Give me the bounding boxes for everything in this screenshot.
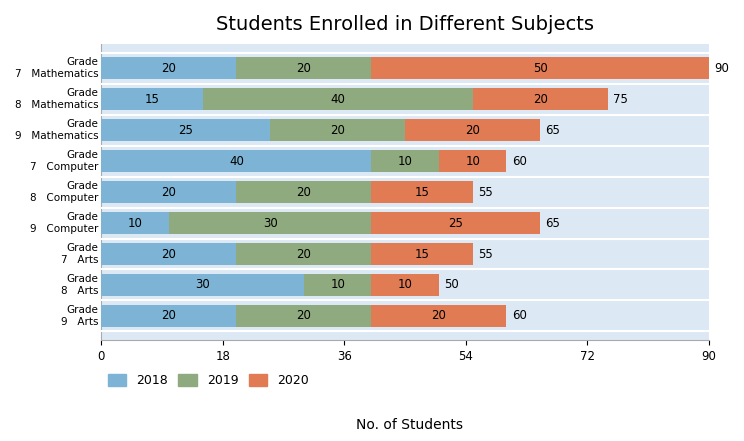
Text: 50: 50 [533, 62, 548, 75]
Text: No. of Students: No. of Students [356, 418, 463, 432]
Text: 65: 65 [545, 217, 560, 230]
Bar [101, 305, 237, 327]
Bar [371, 212, 540, 234]
Bar [304, 274, 371, 296]
Text: 75: 75 [613, 93, 628, 106]
Text: 20: 20 [297, 310, 312, 322]
Bar [371, 181, 472, 203]
Text: 10: 10 [128, 217, 143, 230]
Text: 15: 15 [414, 186, 429, 198]
Text: 50: 50 [444, 278, 459, 292]
Bar [101, 57, 237, 79]
Bar [101, 88, 202, 110]
Text: 65: 65 [545, 123, 560, 137]
Text: 20: 20 [465, 123, 480, 137]
Bar [237, 243, 371, 265]
Text: 20: 20 [297, 186, 312, 198]
Text: 15: 15 [144, 93, 159, 106]
Text: 30: 30 [195, 278, 210, 292]
Text: 20: 20 [161, 186, 176, 198]
Text: 10: 10 [330, 278, 345, 292]
Bar [371, 243, 472, 265]
Bar [371, 150, 439, 172]
Bar [270, 120, 405, 141]
Text: 15: 15 [414, 247, 429, 261]
Bar [101, 120, 270, 141]
Bar [237, 57, 371, 79]
Text: 20: 20 [432, 310, 446, 322]
Bar [101, 243, 237, 265]
Bar [237, 181, 371, 203]
Text: 20: 20 [161, 62, 176, 75]
Text: 60: 60 [512, 155, 527, 168]
Text: 25: 25 [179, 123, 193, 137]
Bar [101, 274, 304, 296]
Bar [371, 57, 709, 79]
Text: 10: 10 [398, 278, 413, 292]
Text: 30: 30 [263, 217, 278, 230]
Text: 25: 25 [449, 217, 464, 230]
Text: 10: 10 [398, 155, 413, 168]
Bar [371, 305, 507, 327]
Bar [472, 88, 608, 110]
Bar [101, 212, 169, 234]
Bar [101, 150, 371, 172]
Bar [371, 274, 439, 296]
Text: 60: 60 [512, 310, 527, 322]
Title: Students Enrolled in Different Subjects: Students Enrolled in Different Subjects [217, 15, 594, 34]
Text: 40: 40 [229, 155, 244, 168]
Text: 10: 10 [465, 155, 480, 168]
Text: 20: 20 [330, 123, 345, 137]
Legend: 2018, 2019, 2020: 2018, 2019, 2020 [108, 374, 309, 387]
Bar [101, 181, 237, 203]
Bar [439, 150, 507, 172]
Bar [169, 212, 371, 234]
Text: 55: 55 [478, 247, 493, 261]
Text: 55: 55 [478, 186, 493, 198]
Text: 20: 20 [533, 93, 548, 106]
Text: 20: 20 [297, 247, 312, 261]
Bar [405, 120, 540, 141]
Text: 40: 40 [330, 93, 345, 106]
Text: 20: 20 [161, 247, 176, 261]
Text: 20: 20 [297, 62, 312, 75]
Text: 90: 90 [714, 62, 729, 75]
Text: 20: 20 [161, 310, 176, 322]
Bar [237, 305, 371, 327]
Bar [202, 88, 472, 110]
